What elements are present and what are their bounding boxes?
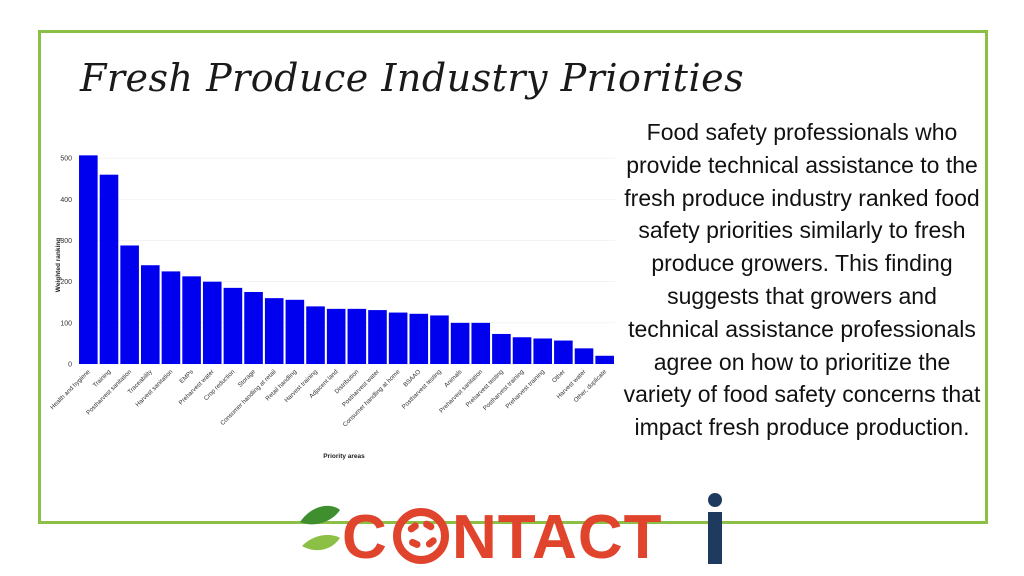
bar [79, 155, 98, 364]
bar [368, 310, 387, 364]
x-tick-label: Harvest sanitation [134, 368, 174, 408]
bar-chart: 0 100 200 300 400 500 Health and hygiene Train… [49, 155, 615, 460]
bar [471, 322, 491, 364]
leaf-icon [300, 505, 340, 551]
x-tick-label: EMPs [178, 368, 195, 385]
logo-text-ntact: NTACT [452, 503, 662, 572]
x-tick-label: Preharvest training [504, 368, 546, 410]
bacteria-o-icon [393, 508, 449, 564]
x-tick-label: Other [551, 368, 567, 384]
x-tick-label: BSAAO [402, 368, 422, 388]
bar [326, 308, 346, 364]
bar [99, 174, 119, 364]
bar [347, 308, 367, 364]
bar [285, 299, 305, 364]
x-tick-label: Postharvest water [341, 368, 381, 408]
y-tick-label: 400 [60, 197, 72, 204]
logo-text-c: C [342, 503, 388, 572]
x-tick-label: Health and hygiene [49, 368, 92, 411]
y-tick-label: 200 [60, 279, 72, 286]
bar [409, 313, 429, 364]
bar [182, 276, 201, 364]
bar [223, 287, 243, 364]
slide-title: Fresh Produce Industry Priorities [80, 56, 745, 100]
contact-logo: C NTACT [300, 493, 722, 572]
bar [244, 291, 263, 364]
y-tick-label: 0 [68, 362, 72, 369]
chart-bars [79, 155, 614, 364]
bar [595, 355, 614, 364]
bar [430, 315, 449, 364]
y-tick-label: 300 [60, 238, 72, 245]
bar [120, 245, 139, 364]
x-tick-label: Postharvest testing [401, 368, 444, 411]
bar [554, 340, 573, 364]
bar [574, 348, 594, 364]
bar [450, 322, 470, 364]
bar [202, 281, 222, 364]
bar [161, 271, 181, 364]
x-tick-label: Preharvest testing [465, 368, 506, 409]
slide-body-text: Food safety professionals who provide te… [623, 119, 981, 441]
bar [306, 306, 325, 364]
info-person-icon [708, 493, 722, 564]
y-tick-label: 500 [60, 156, 72, 163]
bar [533, 338, 553, 364]
y-tick-labels: 0 100 200 300 400 500 [60, 156, 72, 369]
bar [388, 312, 408, 364]
bar [264, 298, 284, 364]
bar [512, 337, 532, 364]
bar [492, 333, 511, 364]
y-tick-label: 100 [60, 320, 72, 327]
bar [140, 265, 160, 364]
y-axis-label: Weighted ranking [55, 238, 62, 292]
x-axis-label: Priority areas [323, 453, 365, 460]
